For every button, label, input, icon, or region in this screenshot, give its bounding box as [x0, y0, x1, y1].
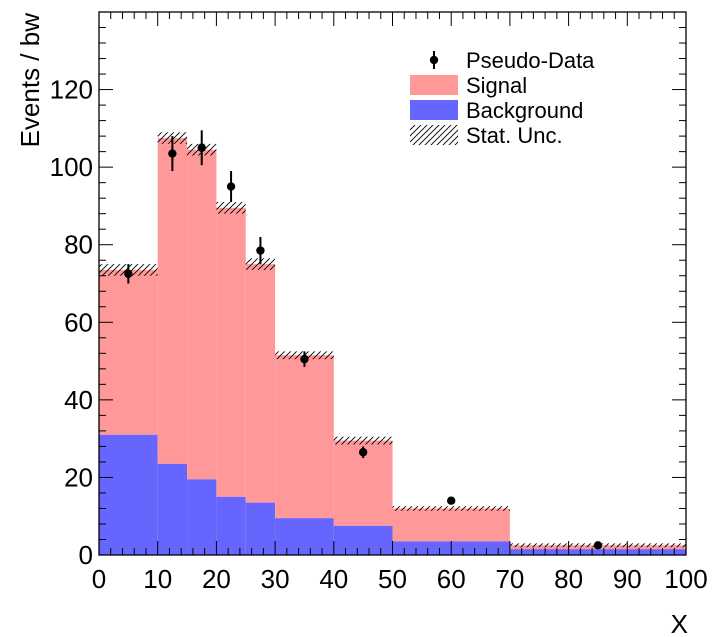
y-tick-label: 80: [64, 230, 93, 260]
signal-bar: [99, 269, 158, 435]
data-point: [226, 182, 236, 191]
signal-bar: [392, 508, 510, 542]
data-point: [447, 496, 456, 505]
y-tick-label: 120: [50, 75, 93, 105]
data-point: [300, 354, 309, 364]
x-axis-title: X: [671, 609, 688, 637]
data-points-layer: [124, 130, 603, 550]
y-tick-label: 0: [79, 540, 93, 570]
x-tick-label: 50: [378, 564, 407, 594]
legend-label: Stat. Unc.: [466, 123, 563, 148]
y-tick-label: 40: [64, 385, 93, 415]
y-tick-label: 100: [50, 152, 93, 182]
background-bar: [275, 518, 334, 555]
signal-bar: [216, 207, 246, 497]
x-tick-label: 30: [261, 564, 290, 594]
legend-marker-data: [429, 55, 439, 65]
x-tick-label: 20: [202, 564, 231, 594]
background-bar: [333, 525, 393, 555]
data-point: [124, 269, 133, 279]
x-tick-label: 70: [495, 564, 524, 594]
background-bar: [99, 434, 158, 555]
x-tick-label: 100: [664, 564, 707, 594]
signal-bar: [275, 355, 334, 519]
background-bar: [509, 549, 686, 555]
x-tick-label: 60: [437, 564, 466, 594]
legend-swatch-background: [410, 100, 458, 120]
stat-unc-band: [216, 202, 246, 214]
axes-layer: 0 10 20 30 40 50 60 70 80 90 100 0 20 40 60 80 100 120: [50, 11, 708, 594]
legend-label: Pseudo-Data: [466, 48, 595, 73]
legend-swatch-signal: [410, 75, 458, 95]
x-tick-label: 80: [554, 564, 583, 594]
y-axis-title: Events / bw: [15, 13, 45, 148]
x-tick-label: 90: [613, 564, 642, 594]
legend-label: Signal: [466, 73, 527, 98]
signal-bar: [157, 138, 188, 464]
background-bar: [157, 463, 188, 555]
data-point: [197, 143, 206, 152]
legend-swatch-stat-unc: [410, 125, 458, 145]
data-point: [256, 246, 265, 255]
legend-label: Background: [466, 98, 583, 123]
x-tick-label: 10: [143, 564, 172, 594]
signal-bar: [245, 264, 276, 503]
x-tick-label: 40: [319, 564, 348, 594]
x-tick-label: 0: [92, 564, 106, 594]
background-bar: [216, 496, 246, 555]
signal-bar: [187, 149, 217, 480]
bars-layer: [99, 138, 686, 555]
data-point: [358, 448, 368, 457]
stat-unc-band: [392, 506, 510, 511]
stat-unc-band: [333, 436, 393, 445]
background-bar: [245, 502, 276, 555]
y-tick-label: 20: [64, 462, 93, 492]
data-point: [593, 541, 603, 550]
background-bar: [187, 479, 217, 555]
y-tick-label: 60: [64, 307, 93, 337]
data-point: [168, 149, 177, 158]
